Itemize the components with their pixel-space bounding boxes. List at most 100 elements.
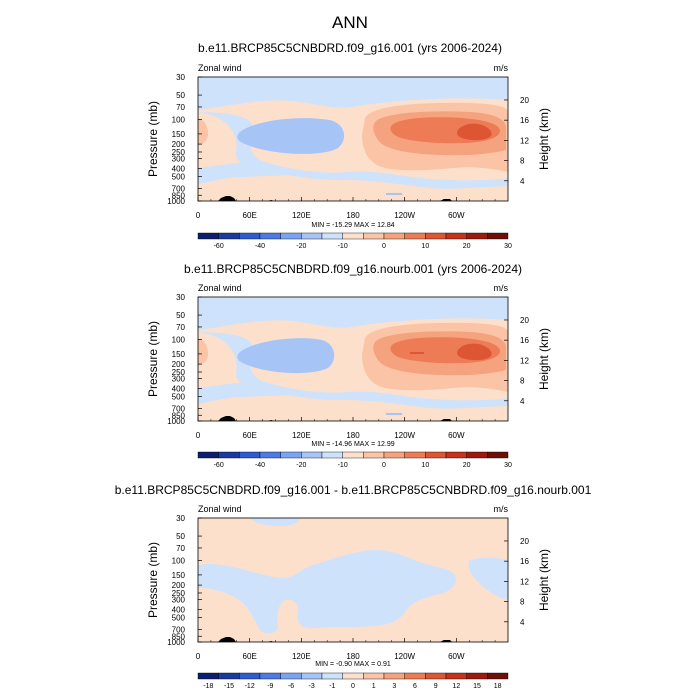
panel-2-colorbar-box (466, 451, 488, 459)
panel-3-colorbar: -18 -15 -12 -9 -6 -3 -1 0 1 3 6 9 12 15 18 (197, 672, 509, 690)
panel-1-colorbar: -60 -40 -20 -10 0 10 20 30 (197, 232, 512, 250)
panel-2-x-tick-label: 60W (448, 431, 465, 440)
panel-3-y-tick-label: 1000 (167, 638, 185, 647)
panel-1-colorbar-label: -40 (255, 243, 265, 250)
panel-1-height-tick-label: 8 (520, 157, 525, 166)
panel-3-colorbar-box (197, 672, 219, 680)
panel-2-y-tick-label: 200 (172, 360, 186, 369)
panel-3-y-tick-label: 30 (176, 514, 185, 523)
panel-3-y2label: Height (km) (537, 549, 551, 611)
panel-2-y-tick-label: 700 (172, 404, 186, 413)
panel-2-colorbar-label: 0 (382, 462, 386, 469)
panel-1-colorbar-box (487, 232, 509, 240)
panel-1-x-tick-label: 180 (346, 211, 360, 220)
panel-3-colorbar-label: -15 (224, 683, 234, 690)
panel-3-colorbar-box (487, 672, 509, 680)
panel-3-y-tick-label: 150 (172, 571, 186, 580)
panel-3-height-tick-label: 16 (520, 557, 529, 566)
panel-1-colorbar-label: 20 (463, 243, 471, 250)
panel-3-y-tick-label: 100 (172, 557, 186, 566)
panel-3-y-tick-label: 70 (176, 544, 185, 553)
panel-2-colorbar-box (445, 451, 467, 459)
panel-2-height-tick-label: 20 (520, 316, 529, 325)
panel-1-colorbar-label: -10 (338, 243, 348, 250)
panel-3-y-tick-label: 50 (176, 532, 185, 541)
panel-2-y-tick-label: 850 (172, 411, 186, 420)
panel-1-title: b.e11.BRCP85C5CNBDRD.f09_g16.001 (yrs 20… (198, 41, 502, 55)
panel-2-colorbar-label: 10 (421, 462, 429, 469)
panel-3-colorbar-box (466, 672, 488, 680)
panel-3-x-tick-label: 60W (448, 652, 465, 661)
panel-3-y-tick-label: 200 (172, 581, 186, 590)
panel-2-colorbar-box (383, 451, 405, 459)
panel-3-stats: MIN = -0.90 MAX = 0.91 (315, 661, 391, 668)
panel-3-colorbar-label: -6 (288, 683, 294, 690)
panel-1-y-tick-label: 70 (176, 103, 185, 112)
panel-3-height-tick-label: 20 (520, 537, 529, 546)
panel-3-colorbar-label: -3 (309, 683, 315, 690)
panel-3-colorbar-box (383, 672, 405, 680)
panel-2-axes: Pressure (mb) Height (km) MIN = -14.96 M… (146, 293, 551, 448)
panel-3-y-tick-label: 850 (172, 632, 186, 641)
panel-2-band-20 (457, 343, 492, 361)
panel-3-y-tick-label: 250 (172, 589, 186, 598)
panel-3-height-tick-label: 4 (520, 618, 525, 627)
panel-2-x-tick-label: 120W (394, 431, 415, 440)
panel-1-x-tick-label: 60E (243, 211, 257, 220)
panel-1-y-tick-label: 500 (172, 172, 186, 181)
panel-2-y-tick-label: 100 (172, 336, 186, 345)
panel-3-colorbar-label: -18 (203, 683, 213, 690)
panel-1-colorbar-box (466, 232, 488, 240)
panel-3-colorbar-label: 3 (392, 683, 396, 690)
panel-1-height-tick-label: 4 (520, 177, 525, 186)
panel-2-x-tick-label: 120E (292, 431, 311, 440)
panel-2-colorbar-box (404, 451, 426, 459)
panel-1-axes: Pressure (mb) Height (km) MIN = -15.29 M… (146, 73, 551, 229)
panel-2-y-tick-label: 70 (176, 323, 185, 332)
panel-2-y-tick-label: 30 (176, 293, 185, 302)
panel-1-colorbar-box (363, 232, 385, 240)
panel-1-y-tick-label: 1000 (167, 197, 185, 206)
panel-2-colorbar-label: -40 (255, 462, 265, 469)
panel-3-colorbar-label: 6 (413, 683, 417, 690)
panel-1-y-tick-label: 50 (176, 91, 185, 100)
panel-2-ylabel: Pressure (mb) (146, 321, 160, 397)
panel-2-band-minus5 (237, 338, 335, 374)
panel-2-colorbar-label: -20 (296, 462, 306, 469)
panel-2-title: b.e11.BRCP85C5CNBDRD.f09_g16.nourb.001 (… (184, 262, 522, 276)
panel-3-negative-right (468, 557, 508, 600)
panel-2-colorbar-box (239, 451, 261, 459)
panel-3-negative-top (250, 518, 300, 527)
panel-1-y-tick-label: 150 (172, 130, 186, 139)
panel-3-colorbar-label: 15 (473, 683, 481, 690)
panel-1-colorbar-box (425, 232, 447, 240)
panel-2-colorbar-label: -10 (338, 462, 348, 469)
panel-2-y2label: Height (km) (537, 328, 551, 390)
panel-3-colorbar-label: 0 (351, 683, 355, 690)
panel-2-band-20-speck (410, 352, 424, 354)
panel-3-negative-region (198, 550, 456, 634)
panel-1-right-label: m/s (494, 63, 509, 73)
panel-2-x-tick-label: 0 (196, 431, 201, 440)
panel-1-colorbar-box (404, 232, 426, 240)
panel-3-colorbar-box (259, 672, 281, 680)
panel-1-colorbar-box (218, 232, 240, 240)
panel-1-stats: MIN = -15.29 MAX = 12.84 (311, 222, 394, 229)
panel-1-colorbar-box (280, 232, 302, 240)
panel-1-colorbar-label: 10 (421, 243, 429, 250)
panel-2-y-tick-label: 250 (172, 368, 186, 377)
panel-2-right-label: m/s (494, 283, 509, 293)
panel-2-band-east (198, 339, 209, 365)
panel-1-y-tick-label: 850 (172, 191, 186, 200)
panel-1-colorbar-box (383, 232, 405, 240)
panel-1-colorbar-box (342, 232, 364, 240)
panel-2-colorbar-box (342, 451, 364, 459)
panel-2-colorbar-box (301, 451, 323, 459)
panel-2-colorbar-box (259, 451, 281, 459)
panel-2-colorbar-box (321, 451, 343, 459)
panel-3-colorbar-label: 9 (434, 683, 438, 690)
panel-2-x-tick-label: 60E (243, 431, 257, 440)
panel-1-x-tick-label: 60W (448, 211, 465, 220)
panel-1-colorbar-box (239, 232, 261, 240)
panel-3: b.e11.BRCP85C5CNBDRD.f09_g16.001 - b.e11… (115, 483, 592, 690)
